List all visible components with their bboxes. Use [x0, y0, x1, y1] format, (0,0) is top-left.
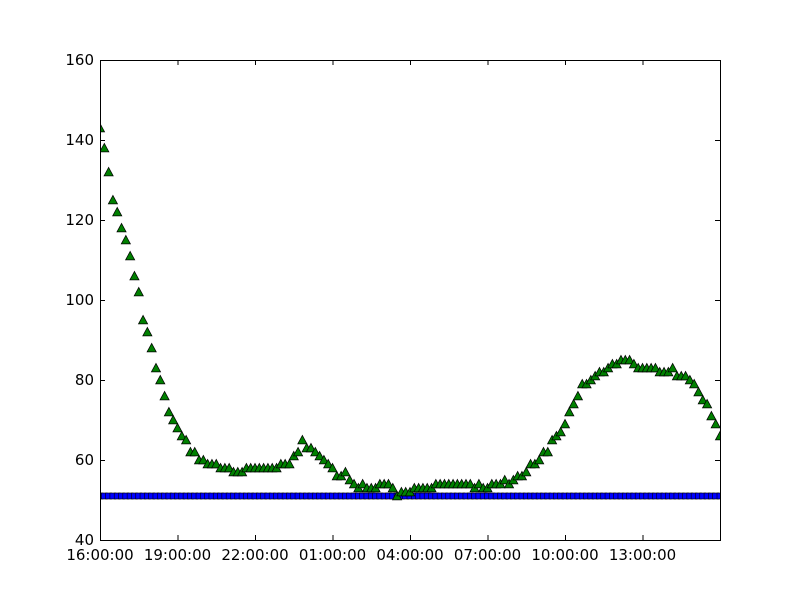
triangle-marker: [189, 446, 200, 457]
triangle-marker: [318, 454, 330, 465]
axis-ticks: [100, 60, 720, 541]
triangle-marker: [555, 426, 566, 437]
triangle-marker: [348, 478, 360, 489]
x-tick-label: 07:00:00: [454, 546, 521, 564]
x-tick-label: 13:00:00: [609, 546, 676, 564]
triangle-marker: [650, 362, 661, 373]
triangle-marker: [701, 398, 713, 409]
triangle-marker: [314, 450, 325, 461]
triangle-marker: [284, 458, 295, 469]
triangle-marker: [120, 234, 132, 245]
triangle-marker: [176, 430, 187, 441]
triangle-marker: [624, 354, 635, 365]
triangle-marker: [100, 142, 110, 153]
triangle-marker: [693, 386, 704, 397]
triangle-marker: [706, 410, 717, 421]
triangle-marker: [383, 478, 394, 489]
triangle-marker: [146, 342, 157, 353]
y-tick-label: 140: [65, 131, 94, 149]
triangle-marker: [357, 478, 368, 489]
triangle-marker: [465, 478, 476, 489]
y-axis-tick-labels: 40 60 80 100 120 140 160: [65, 51, 94, 549]
triangle-marker: [568, 398, 579, 409]
x-tick-label: 22:00:00: [221, 546, 288, 564]
triangle-marker: [107, 194, 119, 205]
y-tick-label: 60: [75, 451, 94, 469]
triangle-marker: [163, 406, 175, 417]
x-tick-label: 19:00:00: [144, 546, 211, 564]
triangle-marker: [100, 122, 106, 133]
triangle-marker: [305, 442, 317, 453]
y-tick-label: 80: [75, 371, 94, 389]
triangle-marker: [499, 474, 510, 485]
triangle-marker: [168, 414, 179, 425]
x-tick-label: 04:00:00: [376, 546, 443, 564]
triangle-marker: [340, 466, 351, 477]
triangle-marker: [124, 250, 136, 261]
triangle-marker: [198, 454, 209, 465]
triangle-marker: [155, 374, 166, 385]
x-tick-label: 10:00:00: [531, 546, 598, 564]
triangle-marker: [133, 286, 144, 297]
triangle-marker: [564, 406, 575, 417]
triangle-marker: [129, 270, 140, 281]
plot-marks: [100, 122, 721, 501]
triangle-marker: [684, 374, 696, 385]
triangle-marker: [473, 478, 485, 489]
triangle-marker: [628, 358, 640, 369]
triangle-marker: [159, 390, 170, 401]
triangle-marker: [533, 454, 545, 465]
triangle-marker: [344, 474, 355, 485]
triangle-marker: [172, 422, 183, 433]
triangle-marker: [137, 314, 149, 325]
triangle-marker: [667, 362, 678, 373]
triangle-marker: [327, 462, 338, 473]
triangle-marker: [112, 206, 123, 217]
triangle-marker: [323, 458, 334, 469]
triangle-marker: [142, 326, 153, 337]
triangle-marker: [572, 390, 584, 401]
y-tick-label: 160: [65, 51, 94, 69]
triangle-marker: [710, 418, 721, 429]
triangle-marker: [223, 462, 235, 473]
triangle-marker: [211, 458, 222, 469]
triangle-marker: [310, 446, 321, 457]
triangle-marker: [180, 434, 192, 445]
triangle-marker: [150, 362, 162, 373]
triangle-marker: [292, 446, 304, 457]
triangle-marker: [542, 446, 553, 457]
triangle-marker: [387, 482, 398, 493]
y-tick-label: 120: [65, 211, 94, 229]
triangle-marker: [697, 394, 708, 405]
triangle-marker: [688, 378, 700, 389]
y-tick-label: 40: [75, 531, 94, 549]
y-tick-label: 100: [65, 291, 94, 309]
x-axis-tick-labels: 16:00:00 19:00:00 22:00:00 01:00:00 04:00:00…: [66, 546, 676, 564]
plot-frame: [100, 60, 721, 541]
triangle-marker: [116, 222, 127, 233]
triangle-marker: [103, 166, 114, 177]
x-tick-label: 01:00:00: [299, 546, 366, 564]
triangle-marker: [521, 466, 532, 477]
triangle-marker: [680, 370, 691, 381]
triangle-marker: [559, 418, 571, 429]
triangle-marker: [297, 434, 308, 445]
x-tick-label: 16:00:00: [66, 546, 133, 564]
